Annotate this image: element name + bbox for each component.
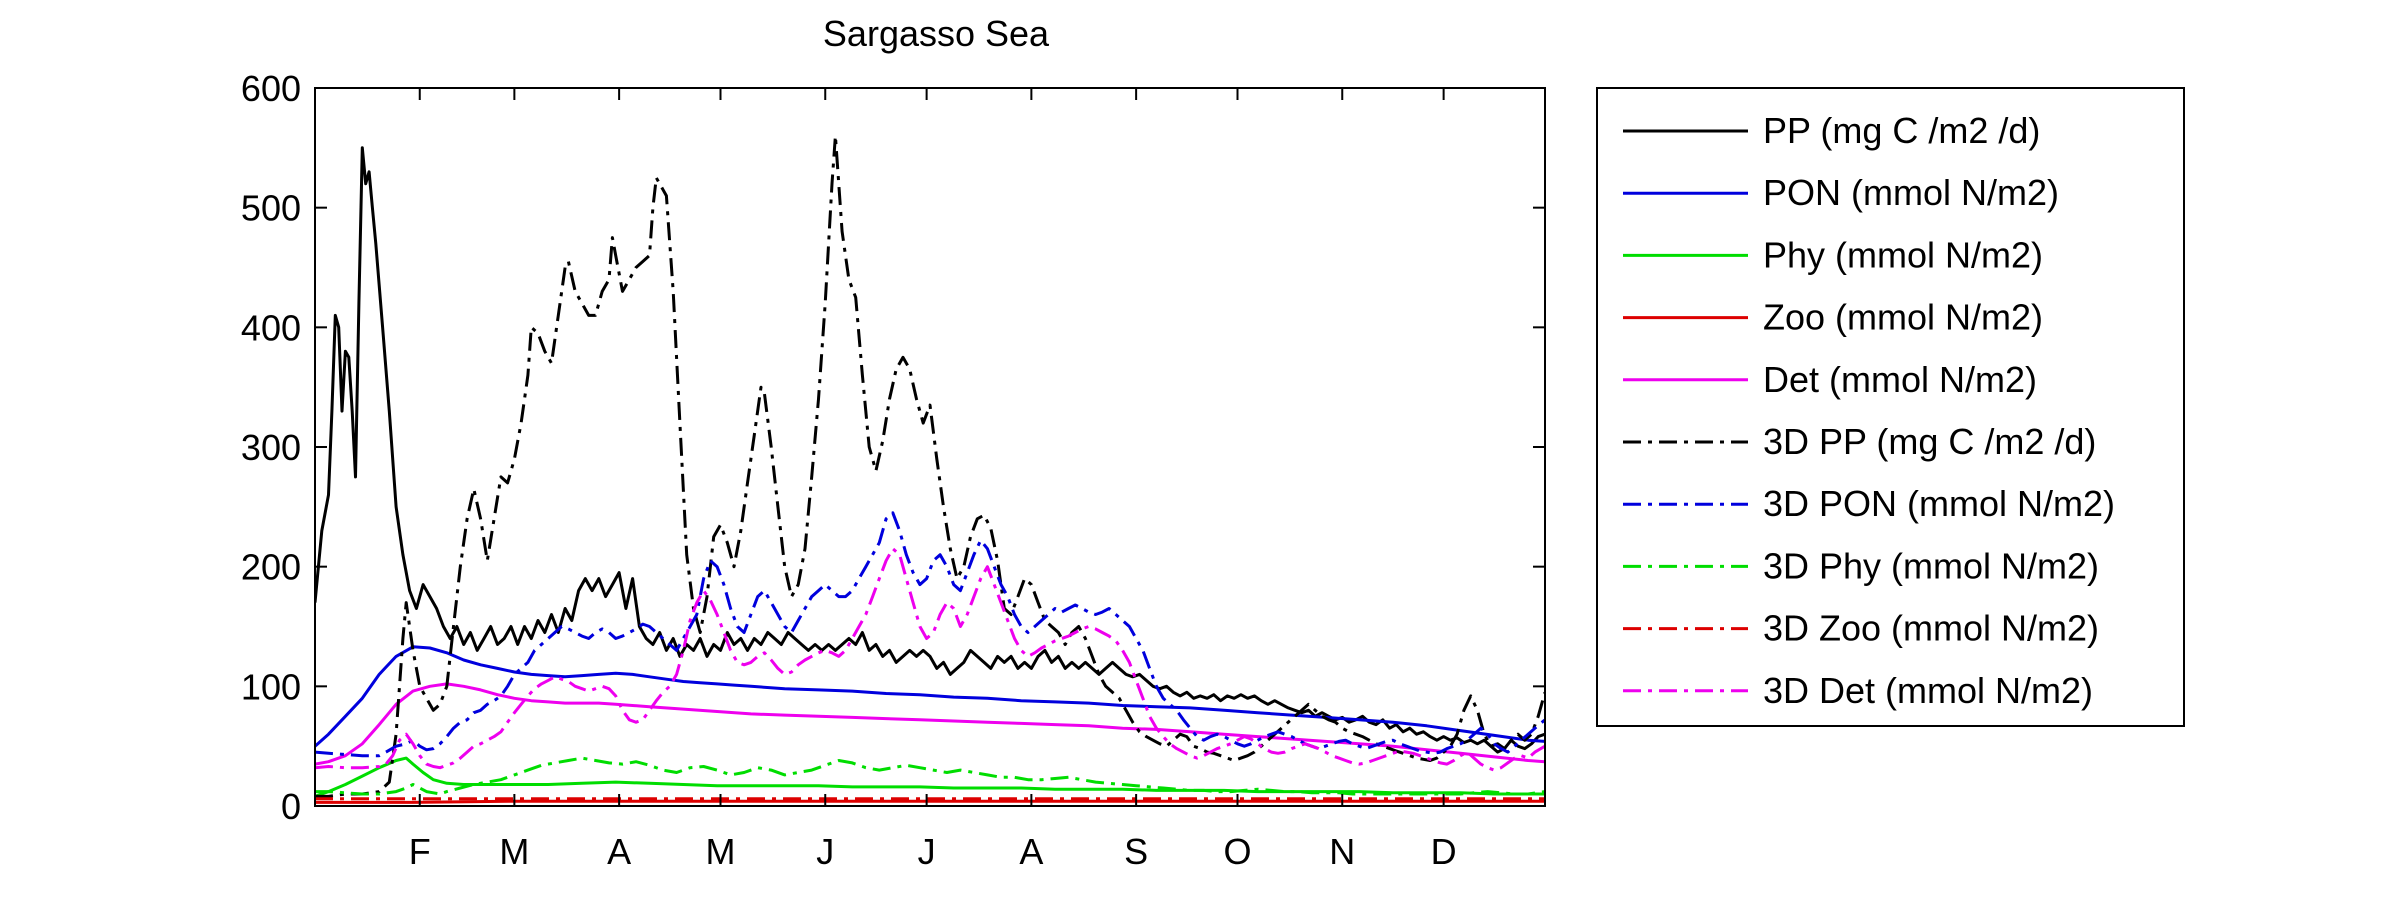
- y-tick-label: 400: [241, 307, 301, 348]
- y-tick-label: 600: [241, 68, 301, 109]
- y-tick-label: 100: [241, 666, 301, 707]
- y-tick-label: 300: [241, 427, 301, 468]
- series-line-7: [315, 511, 1545, 758]
- legend-label: 3D Phy (mmol N/m2): [1763, 545, 2099, 586]
- x-tick-label: A: [607, 831, 631, 872]
- y-tick-label: 200: [241, 547, 301, 588]
- plot-frame: [314, 87, 1546, 807]
- legend: PP (mg C /m2 /d) PON (mmol N/m2) Phy (mmol…: [1596, 87, 2185, 727]
- series-line-5: [315, 682, 1545, 766]
- x-tick-label: S: [1124, 831, 1148, 872]
- x-tick-label: M: [705, 831, 735, 872]
- series-line-10: [315, 547, 1545, 772]
- legend-label: PON (mmol N/m2): [1763, 172, 2059, 213]
- y-axis: 0 100 200 300 400 500 600: [241, 68, 1545, 827]
- series-line-6: [315, 134, 1545, 798]
- x-tick-label: N: [1329, 831, 1355, 872]
- series-line-2: [315, 645, 1545, 748]
- legend-label: 3D PON (mmol N/m2): [1763, 483, 2115, 524]
- x-tick-label: D: [1431, 831, 1457, 872]
- legend-label: 3D Det (mmol N/m2): [1763, 670, 2093, 711]
- x-tick-label: M: [499, 831, 529, 872]
- y-tick-label: 0: [281, 786, 301, 827]
- x-tick-label: J: [918, 831, 936, 872]
- x-tick-label: F: [409, 831, 431, 872]
- legend-label: Phy (mmol N/m2): [1763, 234, 2043, 275]
- y-tick-label: 500: [241, 188, 301, 229]
- x-tick-label: A: [1019, 831, 1043, 872]
- series-layer: [315, 134, 1545, 804]
- chart-title: Sargasso Sea: [823, 13, 1050, 54]
- legend-label: 3D Zoo (mmol N/m2): [1763, 608, 2099, 649]
- x-tick-label: J: [816, 831, 834, 872]
- legend-label: PP (mg C /m2 /d): [1763, 110, 2040, 151]
- legend-label: 3D PP (mg C /m2 /d): [1763, 421, 2096, 462]
- series-line-4: [315, 799, 1545, 804]
- series-line-1: [315, 146, 1545, 751]
- series-line-8: [315, 756, 1545, 796]
- legend-label: Zoo (mmol N/m2): [1763, 297, 2043, 338]
- legend-label: Det (mmol N/m2): [1763, 359, 2037, 400]
- x-tick-label: O: [1223, 831, 1251, 872]
